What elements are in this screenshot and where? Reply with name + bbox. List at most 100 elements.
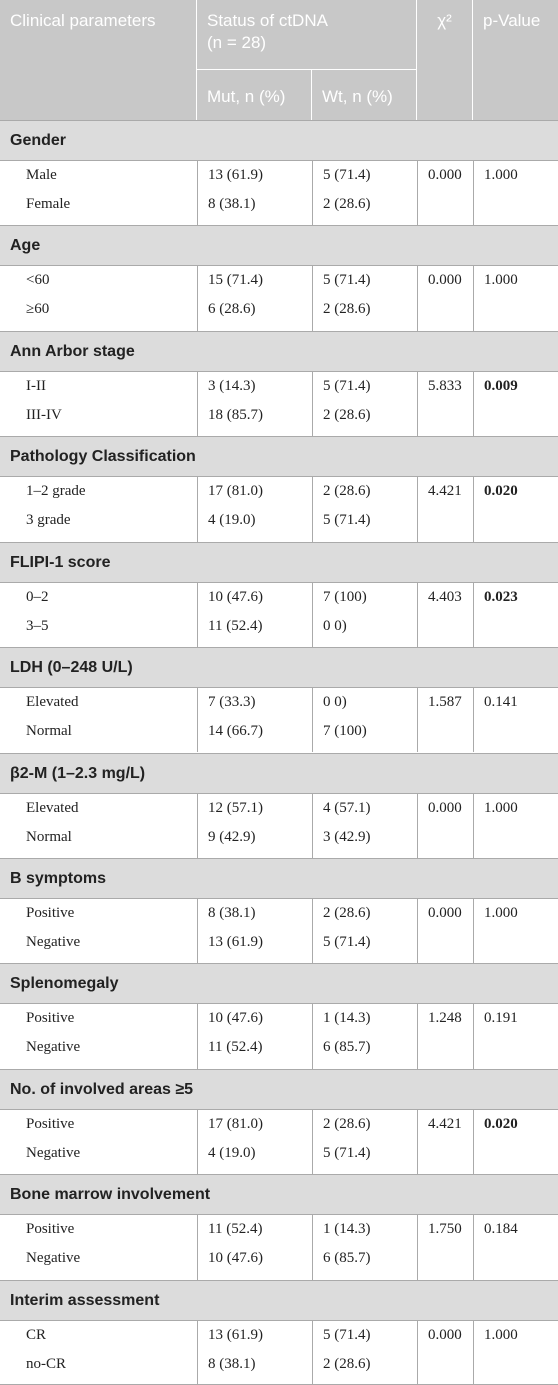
p-value: 0.023 [484, 588, 518, 605]
wt-value: 2 (28.6) [323, 196, 371, 212]
row-label: Positive [26, 904, 75, 921]
label-cell: Elevated Normal [0, 687, 197, 752]
wt-cell: 5 (71.4) 2 (28.6) [312, 370, 417, 437]
row-label: III-IV [26, 406, 62, 423]
mut-value: 11 (52.4) [208, 617, 263, 634]
p-value: 0.020 [484, 483, 518, 500]
row-label: I-II [26, 377, 46, 394]
label-cell: Male Female [0, 160, 197, 225]
mut-value: 10 (47.6) [208, 1010, 263, 1027]
mut-value: 8 (38.1) [208, 196, 256, 212]
p-cell: 0.184 [473, 1214, 558, 1280]
p-value: 0.020 [484, 1115, 518, 1132]
mut-cell: 10 (47.6) 11 (52.4) [197, 1003, 312, 1069]
mut-value: 6 (28.6) [208, 301, 256, 318]
row-label: Positive [26, 1115, 75, 1132]
mut-value: 8 (38.1) [208, 904, 256, 921]
chi2-cell: 0.000 [417, 160, 473, 226]
row-label: Female [26, 196, 71, 212]
chi2-value: 1.248 [428, 1010, 462, 1027]
wt-value: 4 (57.1) [323, 799, 371, 816]
label-cell: 1–2 grade 3 grade [0, 476, 197, 541]
header-cell: Mut, n (%) [197, 70, 312, 120]
wt-cell: 1 (14.3) 6 (85.7) [312, 1003, 417, 1069]
group-header: Age [0, 225, 558, 266]
mut-value: 13 (61.9) [208, 933, 263, 950]
wt-value: 5 (71.4) [323, 1326, 371, 1343]
row-label: Negative [26, 1250, 81, 1267]
wt-value: 1 (14.3) [323, 1010, 371, 1027]
wt-value: 2 (28.6) [323, 1355, 371, 1372]
row-label: no-CR [26, 1355, 67, 1372]
p-cell: 0.009 [473, 370, 558, 437]
group-header: Bone marrow involvement [0, 1174, 558, 1215]
p-value: 1.000 [484, 1326, 518, 1343]
mut-value: 17 (81.0) [208, 1115, 263, 1132]
group-header: Splenomegaly [0, 963, 558, 1004]
p-cell: 0.023 [473, 581, 558, 648]
p-value: 1.000 [484, 272, 518, 289]
mut-cell: 8 (38.1) 13 (61.9) [197, 897, 312, 964]
row-label: <60 [26, 272, 50, 289]
chi2-cell: 0.000 [417, 792, 473, 858]
chi2-cell: 1.750 [417, 1214, 473, 1280]
mut-value: 4 (19.0) [208, 512, 256, 529]
mut-cell: 13 (61.9) 8 (38.1) [197, 160, 312, 226]
wt-value: 1 (14.3) [323, 1221, 371, 1238]
chi2-cell: 0.000 [417, 265, 473, 331]
chi2-value: 0.000 [428, 1326, 462, 1343]
wt-value: 5 (71.4) [323, 512, 371, 529]
wt-value: 2 (28.6) [323, 904, 371, 921]
p-value: 0.191 [484, 1010, 518, 1027]
row-label: 0–2 [26, 588, 49, 605]
wt-value: 5 (71.4) [323, 377, 371, 394]
mut-value: 3 (14.3) [208, 377, 256, 394]
p-value: 1.000 [484, 904, 518, 921]
chi2-value: 4.421 [428, 1115, 462, 1132]
label-cell: Positive Negative [0, 1003, 197, 1068]
wt-cell: 7 (100) 0 0) [312, 581, 417, 648]
row-label: Elevated [26, 694, 79, 711]
chi2-value: 5.833 [428, 377, 462, 394]
header-cell: χ² [417, 0, 473, 120]
chi2-cell: 4.421 [417, 476, 473, 542]
label-cell: CR no-CR [0, 1319, 197, 1385]
wt-value: 2 (28.6) [323, 483, 371, 500]
mut-value: 12 (57.1) [208, 799, 263, 816]
wt-cell: 0 0) 7 (100) [312, 687, 417, 753]
wt-value: 5 (71.4) [323, 1144, 371, 1161]
row-label: Negative [26, 1144, 81, 1161]
mut-value: 10 (47.6) [208, 588, 263, 605]
group-header: B symptoms [0, 857, 558, 898]
wt-cell: 2 (28.6) 5 (71.4) [312, 1108, 417, 1175]
group-header: LDH (0–248 U/L) [0, 647, 558, 688]
wt-cell: 5 (71.4) 2 (28.6) [312, 265, 417, 331]
mut-cell: 17 (81.0) 4 (19.0) [197, 476, 312, 542]
label-cell: Positive Negative [0, 1108, 197, 1174]
p-cell: 0.141 [473, 687, 558, 753]
chi2-value: 1.587 [428, 694, 462, 711]
label-cell: <60 ≥60 [0, 265, 197, 330]
wt-cell: 2 (28.6) 5 (71.4) [312, 476, 417, 542]
mut-cell: 11 (52.4) 10 (47.6) [197, 1214, 312, 1280]
chi2-cell: 4.421 [417, 1108, 473, 1175]
mut-value: 10 (47.6) [208, 1250, 263, 1267]
label-cell: Positive Negative [0, 897, 197, 963]
mut-value: 8 (38.1) [208, 1355, 256, 1372]
header-cell: Clinical parameters [0, 0, 197, 120]
row-label: CR [26, 1326, 47, 1343]
mut-value: 18 (85.7) [208, 406, 263, 423]
row-label: 3–5 [26, 617, 49, 634]
chi2-cell: 0.000 [417, 897, 473, 964]
wt-value: 6 (85.7) [323, 1039, 371, 1056]
label-cell: 0–2 3–5 [0, 581, 197, 647]
chi2-cell: 1.587 [417, 687, 473, 753]
chi2-cell: 1.248 [417, 1003, 473, 1069]
p-value: 1.000 [484, 799, 518, 816]
group-header: Ann Arbor stage [0, 330, 558, 371]
wt-value: 5 (71.4) [323, 272, 371, 289]
row-label: ≥60 [26, 301, 50, 318]
mut-cell: 17 (81.0) 4 (19.0) [197, 1108, 312, 1175]
mut-value: 7 (33.3) [208, 694, 256, 711]
